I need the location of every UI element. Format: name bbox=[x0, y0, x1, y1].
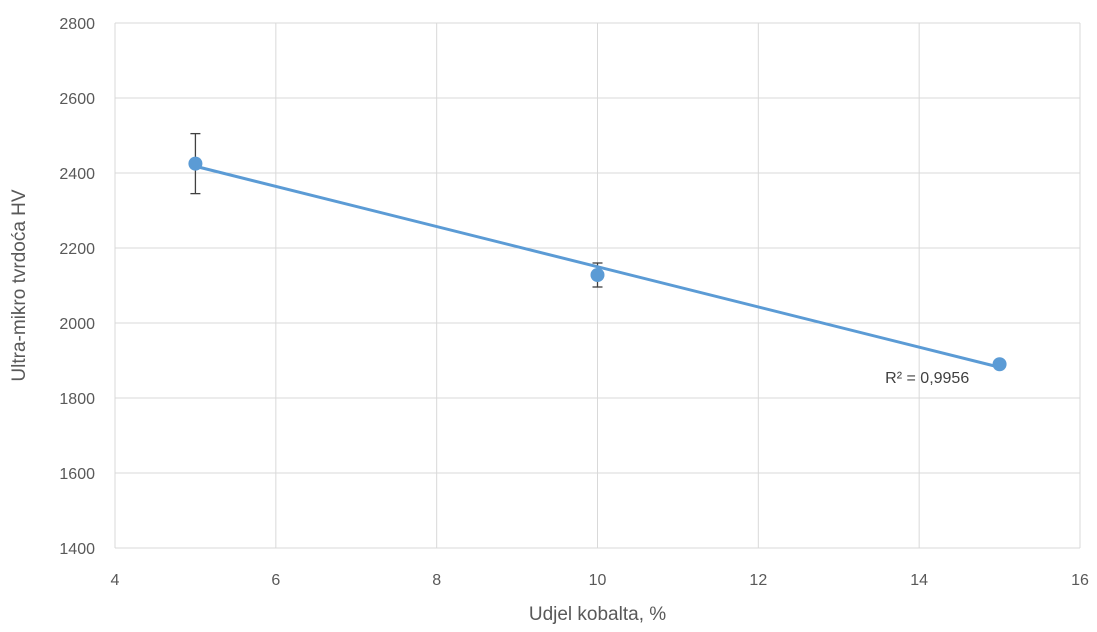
y-tick-label: 2400 bbox=[59, 166, 95, 183]
x-tick-label: 6 bbox=[271, 572, 280, 589]
x-axis-tick-labels: 4 6 8 10 12 14 16 bbox=[111, 572, 1089, 589]
x-tick-label: 16 bbox=[1071, 572, 1089, 589]
y-tick-label: 1800 bbox=[59, 391, 95, 408]
y-tick-label: 2800 bbox=[59, 16, 95, 33]
error-bars bbox=[190, 132, 603, 288]
r-squared-label: R² = 0,9956 bbox=[885, 370, 969, 387]
data-point bbox=[992, 357, 1007, 372]
y-tick-label: 2200 bbox=[59, 241, 95, 258]
x-tick-label: 8 bbox=[432, 572, 441, 589]
y-tick-label: 1600 bbox=[59, 466, 95, 483]
y-tick-label: 1400 bbox=[59, 541, 95, 558]
x-tick-label: 12 bbox=[749, 572, 767, 589]
data-points bbox=[188, 156, 1007, 372]
y-axis-title: Ultra-mikro tvrdoća HV bbox=[9, 189, 30, 381]
x-tick-label: 14 bbox=[910, 572, 928, 589]
x-tick-label: 4 bbox=[111, 572, 120, 589]
x-tick-label: 10 bbox=[589, 572, 607, 589]
trendline bbox=[193, 164, 1002, 369]
data-point bbox=[590, 268, 605, 282]
gridlines bbox=[114, 22, 1081, 549]
data-point bbox=[188, 156, 203, 171]
x-axis-title: Udjel kobalta, % bbox=[529, 604, 666, 625]
trendline-group bbox=[193, 164, 1002, 369]
y-tick-label: 2000 bbox=[59, 316, 95, 333]
y-axis-tick-labels: 1400 1600 1800 2000 2200 2400 2600 2800 bbox=[59, 16, 95, 558]
y-tick-label: 2600 bbox=[59, 91, 95, 108]
